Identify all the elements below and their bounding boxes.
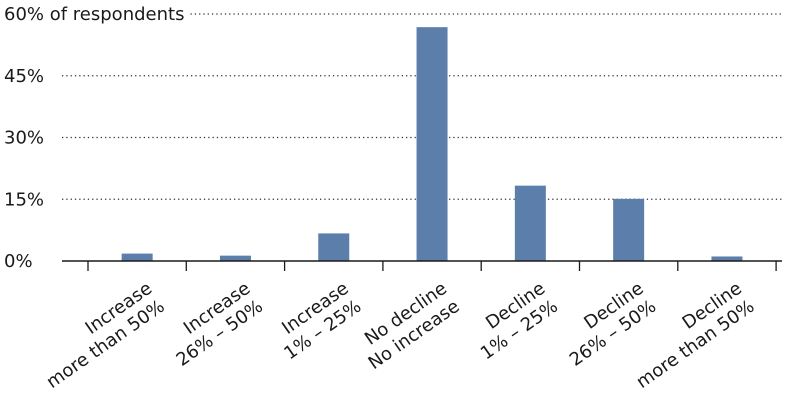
x-tick-label: Decline1% – 25% (464, 278, 562, 364)
x-axis (62, 260, 782, 271)
x-tick-label: Increase1% – 25% (268, 278, 366, 364)
bar (514, 185, 546, 261)
x-tick-label: Increase26% – 50% (160, 278, 267, 371)
bar (613, 198, 645, 261)
bars (121, 27, 743, 261)
category-labels: Increasemore than 50% Increase26% – 50% In… (30, 278, 759, 393)
y-tick-labels: 0% 15% 30% 45% 60% of respondents (4, 4, 184, 272)
y-tick-label: 30% (4, 128, 44, 149)
y-tick-label: 0% (4, 251, 33, 272)
x-tick-label: Increasemore than 50% (30, 278, 169, 393)
y-tick-label: 60% of respondents (4, 4, 184, 25)
bar (219, 255, 251, 261)
bar (121, 253, 153, 261)
y-tick-label: 45% (4, 66, 44, 87)
bar (416, 27, 448, 261)
x-tick-label: No declineNo increase (352, 278, 464, 374)
bar (318, 233, 350, 261)
bar (711, 256, 743, 261)
x-tick-label: Decline26% – 50% (553, 278, 660, 371)
y-tick-label: 15% (4, 189, 44, 210)
